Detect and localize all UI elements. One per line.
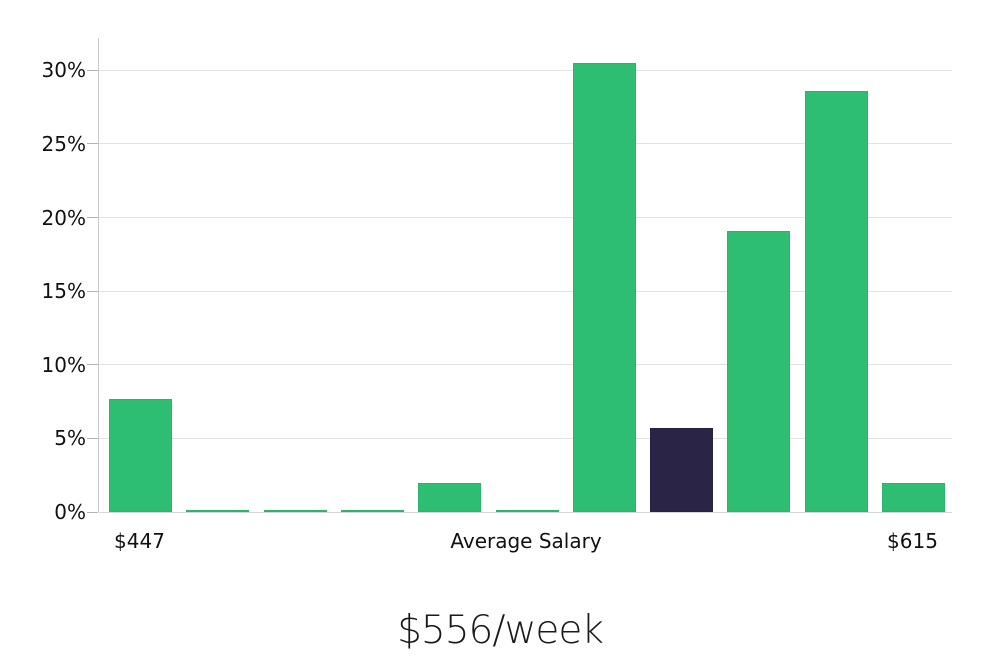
y-axis-tick — [87, 143, 98, 145]
y-axis-tick — [87, 437, 98, 439]
bar — [495, 510, 559, 512]
bar — [340, 510, 404, 512]
bar — [263, 510, 327, 512]
gridline-5% — [99, 437, 952, 439]
y-tick-label: 5% — [54, 426, 86, 451]
bar-highlighted — [650, 428, 714, 512]
gridline-20% — [99, 217, 952, 219]
gridline-30% — [99, 69, 952, 71]
y-axis-tick — [87, 290, 98, 292]
y-tick-label: 25% — [41, 131, 86, 156]
y-axis-tick — [87, 69, 98, 71]
gridline-15% — [99, 290, 952, 292]
x-tick-label: Average Salary — [450, 529, 602, 553]
bar — [804, 91, 868, 512]
x-tick-label: $447 — [114, 529, 165, 553]
y-tick-label: 20% — [41, 205, 86, 230]
y-tick-label: 0% — [54, 500, 86, 524]
y-tick-label: 30% — [41, 58, 86, 83]
y-tick-label: 10% — [41, 352, 86, 377]
y-axis-tick — [87, 364, 98, 366]
x-tick-label: $615 — [887, 529, 938, 553]
gridline-25% — [99, 143, 952, 145]
bar — [418, 482, 482, 512]
y-tick-label: 15% — [41, 279, 86, 304]
y-axis-tick — [87, 217, 98, 219]
gridline-0% — [99, 511, 952, 513]
bar — [727, 230, 791, 512]
bar — [109, 398, 172, 512]
bar — [572, 63, 636, 512]
bar — [882, 482, 945, 512]
gridline-10% — [99, 364, 952, 366]
chart-title: $556/week — [397, 608, 604, 653]
plot-area — [98, 38, 952, 513]
y-axis-tick — [87, 511, 98, 513]
bar — [186, 510, 250, 512]
